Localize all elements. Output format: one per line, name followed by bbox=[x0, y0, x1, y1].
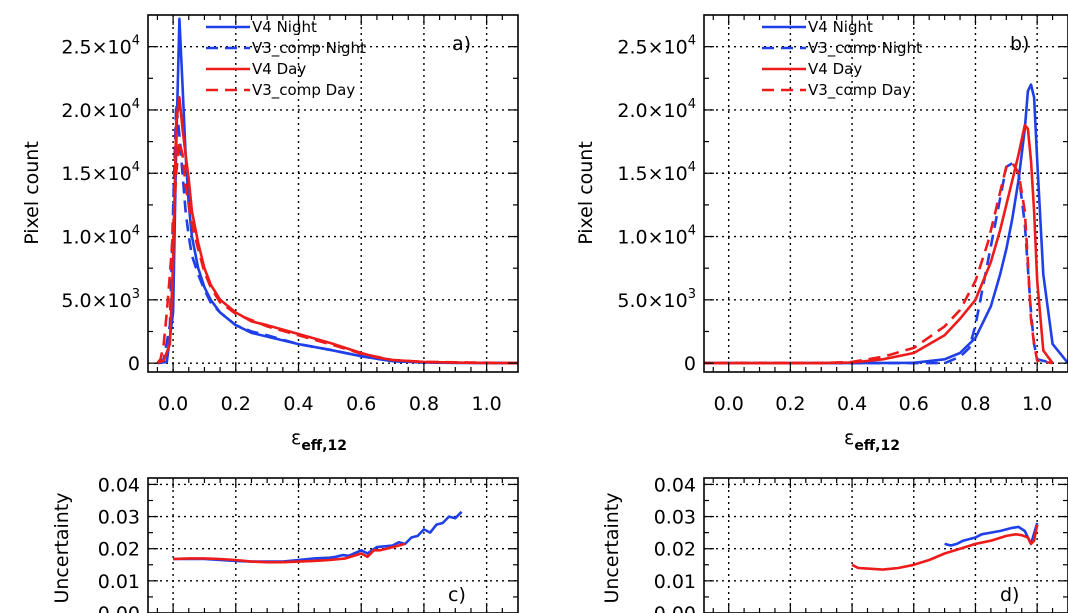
y-tick-label: 1.5×104 bbox=[617, 160, 696, 185]
series-line-d-1 bbox=[851, 524, 1039, 571]
series-line-a-0 bbox=[157, 17, 518, 365]
y-tick-label: 5.0×103 bbox=[617, 287, 696, 312]
chart-panel-d: 0.00 0.01 0.02 0.03 0.04 Uncertainty d) bbox=[601, 474, 1068, 613]
x-tick-label: 0.0 bbox=[714, 393, 744, 415]
x-tick-label: 0.4 bbox=[837, 393, 867, 415]
panel-label: b) bbox=[1010, 33, 1029, 55]
x-tick-label: 0.6 bbox=[899, 393, 929, 415]
series-line-b-3 bbox=[704, 161, 1053, 365]
y-tick-label: 0.00 bbox=[98, 603, 140, 613]
legend-label: V4 Day bbox=[252, 60, 306, 78]
chart-panel-b: 0 5.0×103 1.0×104 1.5×104 2.0×104 2.5×104 0.0 0… bbox=[575, 14, 1068, 454]
x-tick-label: 0.8 bbox=[409, 393, 439, 415]
x-tick-label: 1.0 bbox=[472, 393, 502, 415]
series-line-b-1 bbox=[704, 161, 1053, 365]
series-line-b-2 bbox=[704, 123, 1054, 365]
panel-label: a) bbox=[452, 33, 471, 55]
series-line-a-2 bbox=[156, 96, 518, 365]
y-tick-label: 1.5×104 bbox=[61, 160, 140, 185]
y-tick-label: 0.00 bbox=[654, 603, 696, 613]
legend-label: V3_comp Night bbox=[808, 39, 922, 58]
y-tick-label: 0 bbox=[128, 353, 140, 375]
chart-panel-c: 0.00 0.01 0.02 0.03 0.04 Uncertainty c) bbox=[51, 474, 519, 613]
axes-frame bbox=[703, 477, 1068, 613]
legend-label: V4 Day bbox=[808, 60, 862, 78]
y-tick-label: 0.01 bbox=[98, 571, 140, 593]
legend-label: V3_comp Night bbox=[252, 39, 366, 58]
x-tick-label: 0.8 bbox=[960, 393, 990, 415]
x-tick-label: 0.2 bbox=[775, 393, 805, 415]
y-tick-label: 5.0×103 bbox=[61, 287, 140, 312]
x-tick-label: 0.6 bbox=[346, 393, 376, 415]
y-tick-label: 0.01 bbox=[654, 571, 696, 593]
y-tick-label: 0.02 bbox=[98, 539, 140, 561]
series-line-c-1 bbox=[173, 542, 406, 564]
legend-label: V4 Night bbox=[252, 18, 317, 36]
y-axis-label: Uncertainty bbox=[601, 492, 623, 603]
x-tick-label: 0.2 bbox=[221, 393, 251, 415]
legend-label: V3_comp Day bbox=[252, 81, 355, 100]
y-axis-label: Pixel count bbox=[21, 141, 43, 245]
y-tick-label: 0.04 bbox=[654, 474, 696, 496]
y-tick-label: 1.0×104 bbox=[617, 224, 696, 249]
x-tick-label: 0.0 bbox=[158, 393, 188, 415]
y-tick-label: 0.03 bbox=[98, 507, 140, 529]
panel-label: d) bbox=[1000, 584, 1019, 606]
y-tick-label: 2.5×104 bbox=[617, 34, 696, 59]
y-tick-label: 2.5×104 bbox=[61, 34, 140, 59]
y-tick-label: 2.0×104 bbox=[61, 97, 140, 122]
legend-label: V4 Night bbox=[808, 18, 873, 36]
y-axis-label: Uncertainty bbox=[51, 492, 73, 603]
legend-label: V3_comp Day bbox=[808, 81, 911, 100]
series-line-c-0 bbox=[173, 510, 463, 563]
y-tick-label: 0 bbox=[684, 353, 696, 375]
series-line-b-0 bbox=[704, 83, 1068, 365]
axes-frame bbox=[147, 477, 519, 613]
y-axis-label: Pixel count bbox=[575, 141, 597, 245]
series-line-a-3 bbox=[156, 140, 518, 365]
series-line-a-1 bbox=[156, 102, 518, 365]
x-tick-label: 1.0 bbox=[1022, 393, 1052, 415]
x-axis-label: εeff,12 bbox=[291, 427, 347, 454]
chart-panel-a: 0 5.0×103 1.0×104 1.5×104 2.0×104 2.5×104 0.0 0… bbox=[21, 14, 519, 454]
axes-frame bbox=[147, 14, 519, 373]
y-tick-label: 0.03 bbox=[654, 507, 696, 529]
y-tick-label: 1.0×104 bbox=[61, 224, 140, 249]
panel-label: c) bbox=[448, 584, 466, 606]
series-line-d-0 bbox=[944, 522, 1039, 547]
y-tick-label: 2.0×104 bbox=[617, 97, 696, 122]
y-tick-label: 0.04 bbox=[98, 474, 140, 496]
x-axis-label: εeff,12 bbox=[844, 427, 900, 454]
axes-frame bbox=[703, 14, 1068, 373]
y-tick-label: 0.02 bbox=[654, 539, 696, 561]
x-tick-label: 0.4 bbox=[283, 393, 313, 415]
